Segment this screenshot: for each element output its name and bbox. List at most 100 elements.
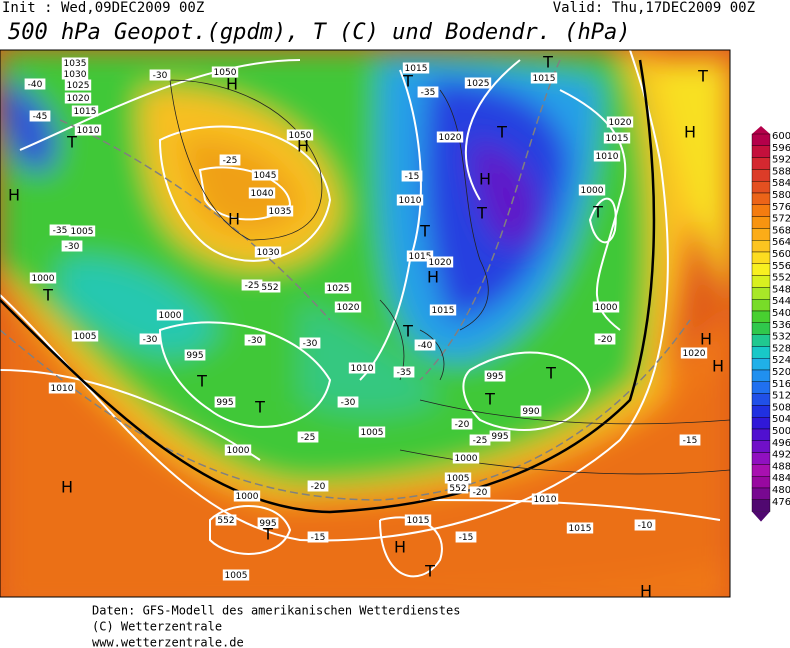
scale-label: 600	[772, 131, 790, 142]
pressure-center: H	[427, 268, 439, 287]
contour-label: 1020	[429, 258, 452, 268]
map-title: 500 hPa Geopot.(gpdm), T (C) und Bodendr…	[8, 20, 631, 45]
label-box	[48, 382, 76, 394]
scale-box	[751, 417, 771, 430]
pressure-center: T	[196, 372, 207, 391]
contour-label: -30	[143, 335, 158, 345]
label-box	[455, 531, 477, 543]
pressure-center: T	[476, 204, 487, 223]
contour-label: -35	[397, 368, 412, 378]
label-box	[404, 514, 432, 526]
contour-label: -30	[341, 398, 356, 408]
scale-box	[751, 251, 771, 265]
scale-box	[751, 287, 771, 300]
scale-box	[751, 157, 771, 170]
scale-label: 520	[772, 367, 790, 378]
contour-label: 1015	[606, 134, 629, 144]
pressure-center: H	[228, 210, 240, 229]
pressure-center: T	[402, 322, 413, 341]
contour-label: 1015	[74, 107, 97, 117]
contour-label: 1000	[227, 446, 250, 456]
pressure-center: H	[8, 186, 20, 205]
contour-label: 1010	[51, 384, 74, 394]
label-box	[214, 396, 236, 408]
label-box	[307, 531, 329, 543]
label-box	[149, 69, 171, 81]
label-box	[444, 472, 472, 484]
contour-label: -15	[405, 172, 420, 182]
contour-label: 1025	[467, 79, 490, 89]
pressure-center: T	[42, 286, 53, 305]
contour-label: 1015	[405, 64, 428, 74]
contour-label: 1030	[257, 248, 280, 258]
scale-box	[751, 133, 771, 147]
label-box	[251, 169, 279, 181]
pressure-center: T	[542, 53, 553, 72]
pressure-center: H	[700, 330, 712, 349]
contour-label: -25	[473, 436, 488, 446]
scale-box	[751, 263, 771, 276]
map-frame	[0, 49, 731, 598]
label-box	[452, 452, 480, 464]
contour-label: 1000	[32, 274, 55, 284]
scale-label: 556	[772, 261, 790, 272]
label-box	[447, 482, 469, 494]
contour-label: 1005	[71, 227, 94, 237]
scale-label: 508	[772, 402, 790, 413]
contour-label: -25	[245, 281, 260, 291]
scale-box	[751, 322, 771, 335]
scale-label: 564	[772, 237, 790, 248]
scale-label: 548	[772, 284, 790, 295]
label-box	[71, 105, 99, 117]
scale-box	[751, 358, 771, 371]
label-box	[680, 347, 708, 359]
label-box	[324, 282, 352, 294]
label-box	[244, 334, 266, 346]
scale-label: 484	[772, 473, 790, 484]
label-box	[426, 256, 454, 268]
contour-label: -20	[473, 488, 488, 498]
pressure-center: H	[684, 123, 696, 142]
contour-label: -30	[65, 242, 80, 252]
scale-label: 584	[772, 178, 790, 189]
contour-label: 1015	[409, 252, 432, 262]
scale-label: 512	[772, 391, 790, 402]
pressure-center: T	[419, 222, 430, 241]
contour-label: 1000	[236, 492, 259, 502]
valid-time: Valid: Thu,17DEC2009 00Z	[553, 0, 755, 16]
footer-copyright: (C) Wetterzentrale	[92, 620, 222, 634]
contour-label: 1020	[683, 349, 706, 359]
contour-label: -45	[33, 112, 48, 122]
pressure-center: T	[262, 525, 273, 544]
label-box	[266, 205, 294, 217]
label-box	[402, 62, 430, 74]
label-box	[469, 434, 491, 446]
label-box	[451, 418, 473, 430]
contour-label: -15	[311, 533, 326, 543]
scale-box	[751, 405, 771, 418]
contour-label: -40	[418, 341, 433, 351]
pressure-center: T	[424, 562, 435, 581]
label-box	[566, 522, 594, 534]
contour-label: -30	[248, 336, 263, 346]
contour-label: -30	[153, 71, 168, 81]
pressure-center: H	[226, 75, 238, 94]
scale-box	[751, 216, 771, 229]
label-box	[156, 309, 184, 321]
scale-box	[751, 299, 771, 312]
init-time: Init : Wed,09DEC2009 00Z	[2, 0, 204, 16]
contour-label: 1000	[159, 311, 182, 321]
scale-label: 580	[772, 190, 790, 201]
contour-label: 995	[216, 398, 233, 408]
label-box	[358, 426, 386, 438]
scale-label: 588	[772, 166, 790, 177]
scale-box	[751, 334, 771, 347]
label-box	[578, 184, 606, 196]
label-box	[307, 480, 329, 492]
label-box	[417, 86, 439, 98]
scale-label: 576	[772, 202, 790, 213]
scale-label: 536	[772, 320, 790, 331]
pressure-center: T	[254, 398, 265, 417]
label-box	[348, 362, 376, 374]
